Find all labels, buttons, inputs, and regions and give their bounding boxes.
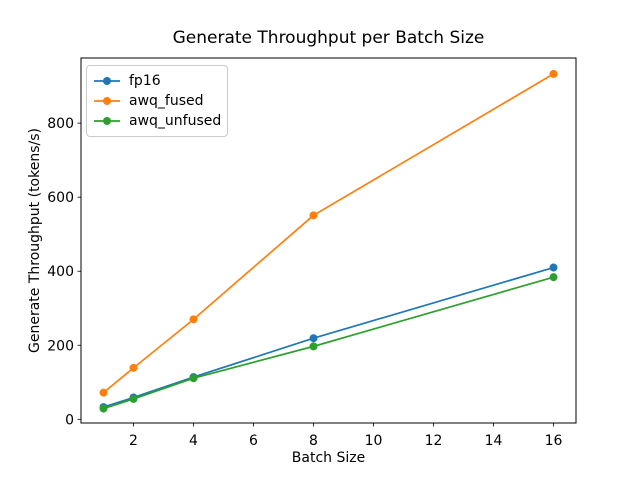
data-point-awq_fused xyxy=(309,211,318,220)
data-point-awq_fused xyxy=(549,69,558,78)
x-tick-label: 6 xyxy=(249,433,258,449)
y-tick-label: 400 xyxy=(47,264,74,280)
data-point-fp16 xyxy=(549,263,558,272)
axes-spines xyxy=(80,57,577,424)
y-tick-label: 0 xyxy=(65,412,74,428)
legend-item-fp16: fp16 xyxy=(93,71,219,91)
y-tick-label: 600 xyxy=(47,190,74,206)
x-tick-label: 4 xyxy=(189,433,198,449)
legend-label: awq_unfused xyxy=(129,113,222,129)
legend-marker-icon xyxy=(94,77,120,85)
y-tick-label: 800 xyxy=(47,116,74,132)
legend-marker-icon xyxy=(94,117,120,125)
series-line-awq_unfused xyxy=(103,276,554,410)
x-tick-label: 16 xyxy=(545,433,563,449)
data-point-awq_unfused xyxy=(99,404,108,413)
x-tick-label: 12 xyxy=(425,433,443,449)
legend-label: awq_fused xyxy=(129,93,204,109)
data-point-awq_unfused xyxy=(129,394,138,403)
data-point-awq_fused xyxy=(189,315,198,324)
data-point-awq_unfused xyxy=(549,273,558,282)
x-axis-label: Batch Size xyxy=(291,450,366,466)
x-tick-label: 2 xyxy=(129,433,138,449)
legend-label: fp16 xyxy=(129,73,161,89)
y-tick-label: 200 xyxy=(47,338,74,354)
legend-item-awq-fused: awq_fused xyxy=(93,91,219,111)
legend-marker-icon xyxy=(94,97,120,105)
data-point-awq_unfused xyxy=(189,374,198,383)
data-point-awq_fused xyxy=(129,363,138,372)
x-tick-label: 10 xyxy=(365,433,383,449)
chart-title: Generate Throughput per Batch Size xyxy=(172,28,485,48)
x-tick-label: 14 xyxy=(485,433,503,449)
legend: fp16 awq_fused awq_unfused xyxy=(86,65,228,137)
data-point-fp16 xyxy=(309,334,318,343)
x-tick-label: 8 xyxy=(309,433,318,449)
data-point-awq_unfused xyxy=(309,342,318,351)
legend-item-awq-unfused: awq_unfused xyxy=(93,111,222,131)
y-axis-label: Generate Throughput (tokens/s) xyxy=(27,128,43,353)
data-point-awq_fused xyxy=(99,388,108,397)
